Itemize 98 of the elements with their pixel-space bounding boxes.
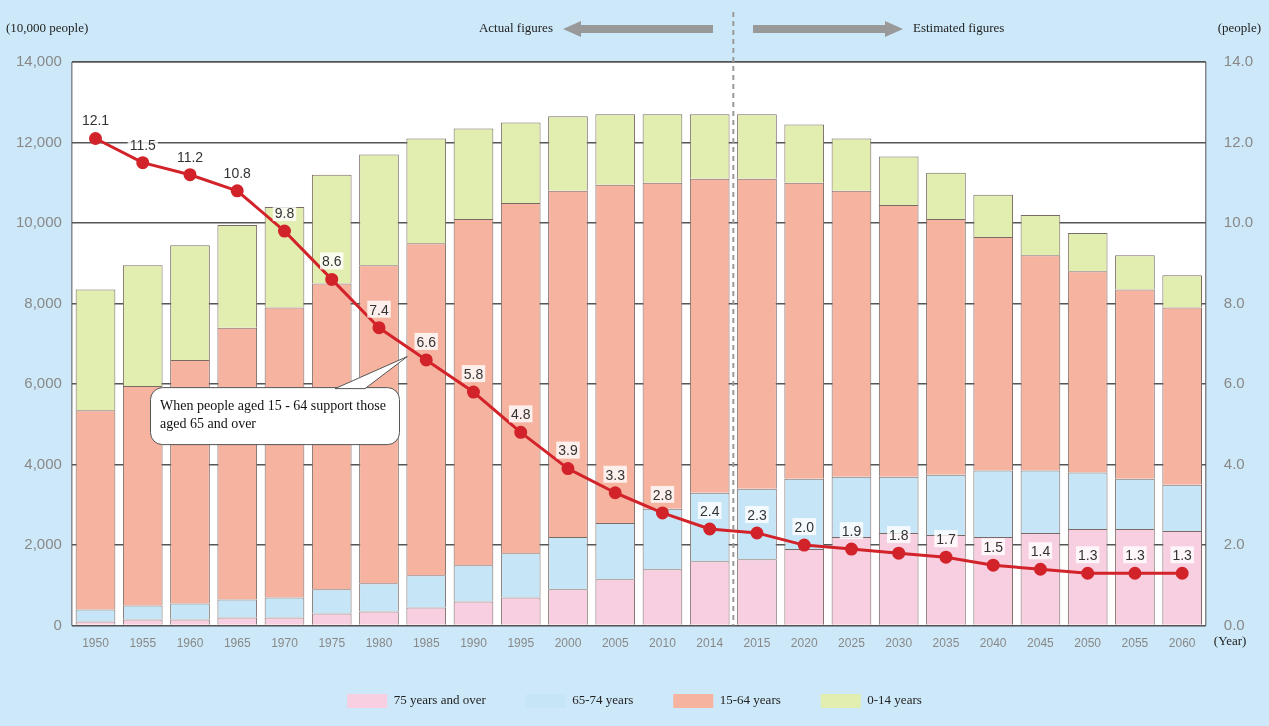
x-tick-label: 2020 xyxy=(790,636,818,651)
point xyxy=(277,224,291,238)
y2-axis-title: (people) xyxy=(1217,20,1261,36)
y2-tick-label: 12.0 xyxy=(1223,132,1254,150)
x-tick-label: 2035 xyxy=(932,636,960,651)
x-tick-label: 1960 xyxy=(176,636,204,651)
point xyxy=(514,425,528,439)
x-tick-label: 2045 xyxy=(1027,636,1055,651)
data-label: 2.8 xyxy=(652,486,673,503)
x-tick-label: 2000 xyxy=(554,636,582,651)
y-tick-label: 6,000 xyxy=(24,374,62,392)
y-tick-label: 2,000 xyxy=(24,535,62,553)
x-tick-label: 2015 xyxy=(743,636,771,651)
data-label: 9.8 xyxy=(274,204,295,221)
x-tick-label: 1975 xyxy=(318,636,346,651)
point xyxy=(1128,566,1142,580)
data-label: 7.4 xyxy=(369,301,389,318)
point xyxy=(325,272,339,286)
data-label: 1.4 xyxy=(1030,543,1051,560)
x-tick-label: 1980 xyxy=(365,636,393,651)
x-tick-label: 1990 xyxy=(460,636,488,651)
y-tick-label: 8,000 xyxy=(24,293,62,311)
data-label: 8.6 xyxy=(322,253,342,270)
point xyxy=(986,558,1000,572)
data-label: 1.7 xyxy=(936,531,956,548)
point xyxy=(372,321,386,335)
x-tick-label: 2040 xyxy=(979,636,1007,651)
point xyxy=(703,522,717,536)
x-tick-label: 1950 xyxy=(82,636,110,651)
data-label: 3.9 xyxy=(558,442,578,459)
point xyxy=(797,538,811,552)
y-tick-label: 10,000 xyxy=(15,213,62,231)
annotation: When people aged 15 - 64 support those aged 65 and over xyxy=(160,397,387,433)
point xyxy=(1033,562,1047,576)
point xyxy=(561,462,575,476)
y2-tick-label: 10.0 xyxy=(1223,213,1254,231)
y2-tick-label: 6.0 xyxy=(1223,374,1245,392)
x-axis-title: (Year) xyxy=(1213,633,1247,649)
data-label: 1.8 xyxy=(888,527,909,543)
x-tick-label: 1970 xyxy=(271,636,299,651)
data-label: 3.3 xyxy=(605,466,626,483)
data-label: 11.5 xyxy=(129,136,157,153)
x-tick-label: 1955 xyxy=(129,636,157,651)
y-axis-title: (10,000 people) xyxy=(6,20,89,36)
point xyxy=(466,385,480,399)
point xyxy=(136,156,150,170)
point xyxy=(419,353,433,367)
point xyxy=(750,526,764,540)
point xyxy=(939,550,953,564)
y2-tick-label: 2.0 xyxy=(1223,535,1245,553)
point xyxy=(1081,566,1095,580)
data-label: 10.8 xyxy=(223,164,252,181)
data-label: 5.8 xyxy=(463,365,484,382)
data-label: 2.4 xyxy=(699,502,720,519)
data-label: 6.6 xyxy=(416,333,437,350)
point xyxy=(608,486,622,500)
point xyxy=(892,546,906,560)
y-tick-label: 4,000 xyxy=(24,454,62,472)
data-label: 1.3 xyxy=(1172,547,1193,564)
x-tick-label: 2005 xyxy=(601,636,629,651)
x-tick-label: 2060 xyxy=(1168,636,1196,651)
point xyxy=(230,184,244,198)
data-label: 2.0 xyxy=(794,518,815,535)
legend-label: 0-14 years xyxy=(867,692,922,708)
x-tick-label: 2055 xyxy=(1121,636,1149,651)
y2-tick-label: 4.0 xyxy=(1223,454,1245,472)
data-label: 1.3 xyxy=(1077,547,1098,564)
x-tick-label: 1985 xyxy=(412,636,440,651)
legend-label: 15-64 years xyxy=(719,692,781,708)
point xyxy=(183,168,197,182)
text: Actual figures xyxy=(478,20,553,36)
y-tick-label: 12,000 xyxy=(15,132,62,150)
x-tick-label: 1995 xyxy=(507,636,535,651)
x-tick-label: 2025 xyxy=(838,636,866,651)
data-label: 11.2 xyxy=(176,148,204,165)
data-label: 12.1 xyxy=(81,112,110,129)
x-tick-label: 2010 xyxy=(649,636,677,651)
data-label: 4.8 xyxy=(510,406,531,423)
data-label: 1.5 xyxy=(983,539,1004,556)
point xyxy=(844,542,858,556)
y2-tick-label: 0.0 xyxy=(1223,615,1245,633)
y2-tick-label: 8.0 xyxy=(1223,293,1245,311)
x-tick-label: 2030 xyxy=(885,636,913,651)
text: Estimated figures xyxy=(912,20,1005,36)
legend-label: 75 years and over xyxy=(393,692,487,708)
data-label: 2.3 xyxy=(747,506,767,523)
data-label: 1.9 xyxy=(841,522,862,539)
y-tick-label: 0 xyxy=(53,615,62,633)
data-label: 1.3 xyxy=(1125,547,1145,564)
x-tick-label: 1965 xyxy=(223,636,251,651)
point xyxy=(89,131,102,145)
x-tick-label: 2050 xyxy=(1074,636,1102,651)
x-tick-label: 2014 xyxy=(696,636,724,651)
y2-tick-label: 14.0 xyxy=(1223,52,1254,70)
y-tick-label: 14,000 xyxy=(15,52,62,70)
legend-label: 65-74 years xyxy=(572,692,634,708)
point xyxy=(655,506,669,520)
point xyxy=(1175,566,1189,580)
